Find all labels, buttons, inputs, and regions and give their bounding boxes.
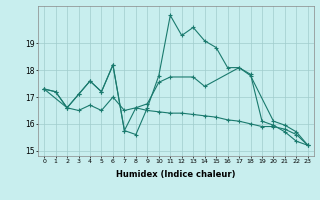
X-axis label: Humidex (Indice chaleur): Humidex (Indice chaleur) <box>116 170 236 179</box>
